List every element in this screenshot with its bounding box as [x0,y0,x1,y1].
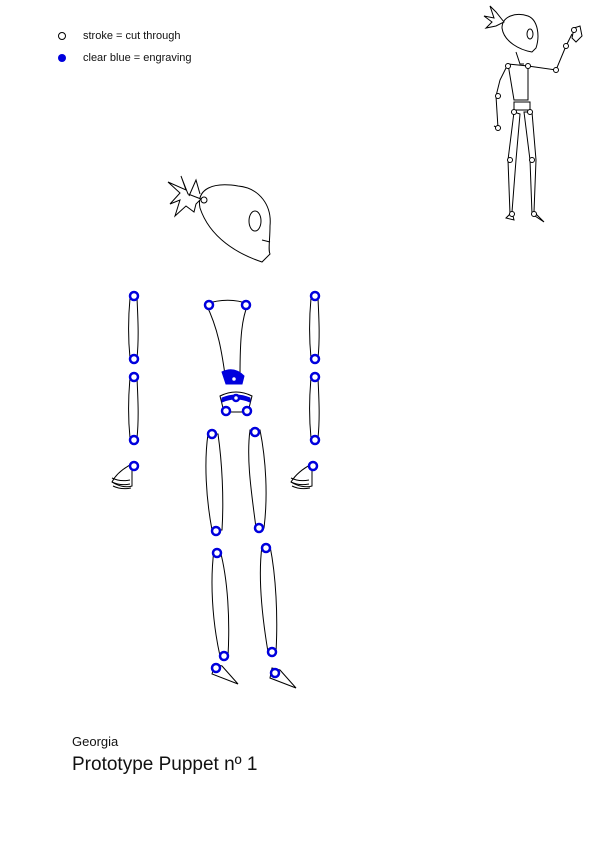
left-shin [211,549,230,657]
right-hand [290,463,313,490]
right-upper-arm [309,297,320,359]
right-thigh [248,429,267,529]
left-thigh [205,433,224,531]
left-hand [111,463,133,490]
legend-cut: stroke = cut through [58,30,181,42]
sheet-title: Prototype Puppet nº 1 [72,754,258,775]
engrave-swatch-icon [58,54,66,62]
preview-joint-rings [495,27,577,217]
cut-swatch-icon [58,32,66,40]
legend-engrave: clear blue = engraving [58,52,192,64]
torso-piece [205,299,249,385]
legend-cut-label: stroke = cut through [83,30,181,42]
left-upper-arm [128,297,139,359]
legend-engrave-label: clear blue = engraving [83,52,192,64]
author-name: Georgia [72,734,119,749]
joint-rings [128,290,321,679]
assembled-puppet-preview [483,5,583,223]
right-shin [259,545,278,653]
left-forearm [128,377,139,439]
head-piece [167,175,271,263]
right-forearm [309,377,320,439]
